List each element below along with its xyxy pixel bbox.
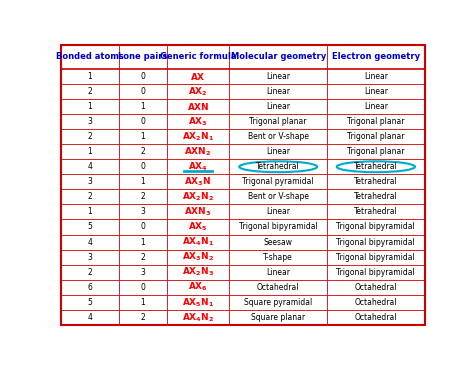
Text: Square planar: Square planar [251, 313, 305, 322]
Text: $\mathbf{AX_3}$: $\mathbf{AX_3}$ [188, 115, 208, 128]
Text: 4: 4 [87, 313, 92, 322]
Text: 5: 5 [87, 223, 92, 232]
Text: 2: 2 [87, 132, 92, 141]
Text: 0: 0 [140, 223, 145, 232]
Text: 0: 0 [140, 283, 145, 292]
Text: 0: 0 [140, 87, 145, 96]
Text: 0: 0 [140, 72, 145, 81]
Text: Trigonal pyramidal: Trigonal pyramidal [242, 177, 314, 186]
Text: $\mathbf{AXN_2}$: $\mathbf{AXN_2}$ [184, 145, 212, 158]
Text: Trigonal bipyramidal: Trigonal bipyramidal [239, 223, 318, 232]
Text: 2: 2 [140, 147, 145, 156]
Text: Linear: Linear [266, 87, 290, 96]
Text: Trigonal planar: Trigonal planar [347, 132, 405, 141]
Text: Electron geometry: Electron geometry [332, 52, 420, 61]
Text: $\mathbf{AX_6}$: $\mathbf{AX_6}$ [188, 281, 208, 294]
Text: Tetrahedral: Tetrahedral [354, 177, 398, 186]
Text: 1: 1 [140, 238, 145, 247]
Text: Trigonal bipyramidal: Trigonal bipyramidal [337, 253, 415, 262]
Text: 2: 2 [87, 268, 92, 277]
Text: 1: 1 [140, 102, 145, 111]
Text: $\mathbf{AX_4N_2}$: $\mathbf{AX_4N_2}$ [182, 311, 214, 324]
Text: 3: 3 [140, 208, 145, 216]
Text: Linear: Linear [266, 268, 290, 277]
Text: Tetrahedral: Tetrahedral [354, 193, 398, 201]
Text: $\mathbf{AXN_3}$: $\mathbf{AXN_3}$ [184, 206, 212, 218]
Text: Seesaw: Seesaw [264, 238, 293, 247]
Text: Octahedral: Octahedral [257, 283, 300, 292]
Text: 2: 2 [140, 313, 145, 322]
Text: Bent or V-shape: Bent or V-shape [248, 193, 309, 201]
Text: $\mathbf{AX_5N_1}$: $\mathbf{AX_5N_1}$ [182, 296, 214, 309]
Text: Square pyramidal: Square pyramidal [244, 298, 312, 307]
Text: $\mathbf{AXN}$: $\mathbf{AXN}$ [187, 101, 210, 112]
Text: 2: 2 [140, 253, 145, 262]
Text: $\mathbf{AX_4N_1}$: $\mathbf{AX_4N_1}$ [182, 236, 214, 248]
Text: 0: 0 [140, 117, 145, 126]
Text: Octahedral: Octahedral [355, 298, 397, 307]
Text: 1: 1 [140, 177, 145, 186]
Text: Tetrahedral: Tetrahedral [256, 162, 300, 171]
Text: Linear: Linear [364, 102, 388, 111]
Text: 1: 1 [87, 72, 92, 81]
Text: Linear: Linear [364, 87, 388, 96]
Text: $\mathbf{AX_4}$: $\mathbf{AX_4}$ [188, 161, 208, 173]
Text: T-shape: T-shape [264, 253, 293, 262]
Text: 2: 2 [87, 87, 92, 96]
Text: 1: 1 [87, 208, 92, 216]
Text: Octahedral: Octahedral [355, 283, 397, 292]
Text: Trigonal planar: Trigonal planar [249, 117, 307, 126]
Text: 6: 6 [87, 283, 92, 292]
Text: 3: 3 [87, 253, 92, 262]
Text: Trigonal planar: Trigonal planar [347, 147, 405, 156]
Text: 1: 1 [87, 102, 92, 111]
Text: 2: 2 [87, 193, 92, 201]
Text: 3: 3 [87, 177, 92, 186]
Text: Trigonal planar: Trigonal planar [347, 117, 405, 126]
Text: Lone pairs: Lone pairs [118, 52, 167, 61]
Text: 1: 1 [140, 132, 145, 141]
Text: $\mathbf{AX_2N_2}$: $\mathbf{AX_2N_2}$ [182, 191, 214, 203]
Text: $\mathbf{AX_3N}$: $\mathbf{AX_3N}$ [184, 176, 212, 188]
Text: 4: 4 [87, 162, 92, 171]
Text: Linear: Linear [364, 72, 388, 81]
Text: $\mathbf{AX}$: $\mathbf{AX}$ [191, 71, 206, 82]
Text: Linear: Linear [266, 208, 290, 216]
Text: 4: 4 [87, 238, 92, 247]
Text: $\mathbf{AX_3N_2}$: $\mathbf{AX_3N_2}$ [182, 251, 214, 264]
Text: $\mathbf{AX_2N_1}$: $\mathbf{AX_2N_1}$ [182, 130, 214, 143]
Text: Tetrahedral: Tetrahedral [354, 162, 398, 171]
Text: Bonded atoms: Bonded atoms [56, 52, 124, 61]
Text: 3: 3 [87, 117, 92, 126]
Text: $\mathbf{AX_5}$: $\mathbf{AX_5}$ [188, 221, 208, 233]
Text: Linear: Linear [266, 147, 290, 156]
Text: Bent or V-shape: Bent or V-shape [248, 132, 309, 141]
Text: 2: 2 [140, 193, 145, 201]
Text: 0: 0 [140, 162, 145, 171]
Text: 1: 1 [87, 147, 92, 156]
Text: Trigonal bipyramidal: Trigonal bipyramidal [337, 223, 415, 232]
Text: Linear: Linear [266, 72, 290, 81]
Text: Octahedral: Octahedral [355, 313, 397, 322]
Text: $\mathbf{AX_2}$: $\mathbf{AX_2}$ [188, 85, 208, 98]
Text: Linear: Linear [266, 102, 290, 111]
Text: Generic formula: Generic formula [160, 52, 237, 61]
Text: Molecular geometry: Molecular geometry [230, 52, 326, 61]
Text: Tetrahedral: Tetrahedral [354, 208, 398, 216]
Text: Trigonal bipyramidal: Trigonal bipyramidal [337, 268, 415, 277]
Text: $\mathbf{AX_2N_3}$: $\mathbf{AX_2N_3}$ [182, 266, 214, 279]
Text: 1: 1 [140, 298, 145, 307]
Text: 3: 3 [140, 268, 145, 277]
Text: Trigonal bipyramidal: Trigonal bipyramidal [337, 238, 415, 247]
Text: 5: 5 [87, 298, 92, 307]
